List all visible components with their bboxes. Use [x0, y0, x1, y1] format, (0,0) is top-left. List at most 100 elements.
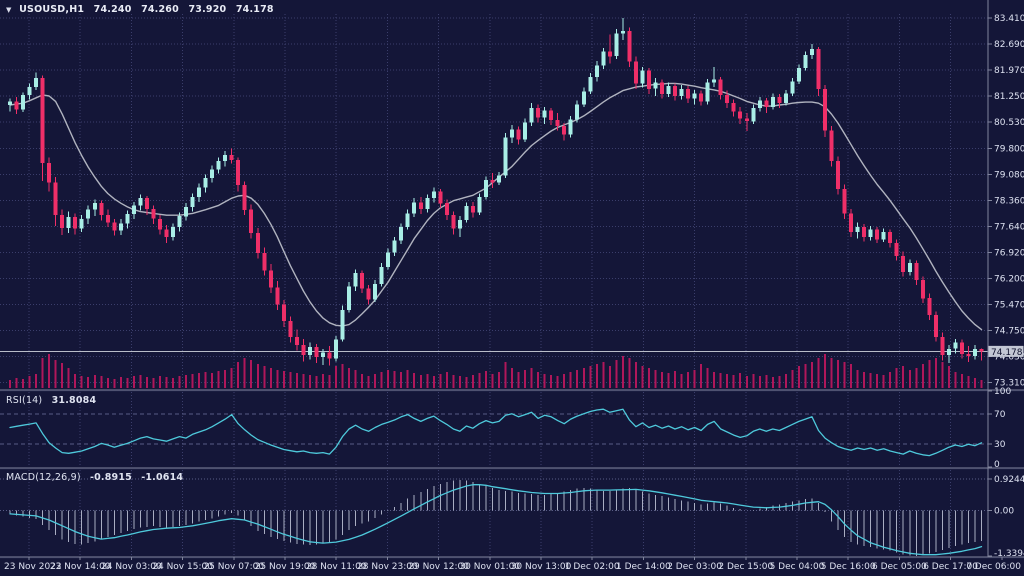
svg-text:80.530: 80.530 [994, 118, 1024, 128]
candlestick [457, 219, 462, 229]
candlestick [881, 232, 886, 240]
candlestick [66, 217, 71, 228]
candlestick [184, 206, 188, 217]
candlestick [92, 203, 97, 210]
candlestick [8, 101, 12, 105]
candlestick [477, 197, 482, 213]
candlestick [640, 70, 645, 84]
candlestick [718, 79, 723, 95]
svg-text:30: 30 [994, 440, 1006, 450]
svg-text:24 Nov 15:00: 24 Nov 15:00 [152, 562, 213, 572]
svg-text:29 Nov 12:00: 29 Nov 12:00 [408, 562, 469, 572]
candlestick [731, 103, 736, 112]
svg-text:5 Dec 16:00: 5 Dec 16:00 [821, 562, 876, 572]
ohlc-high: 74.260 [141, 4, 179, 15]
moving-average-line [9, 82, 983, 331]
candlestick [425, 198, 430, 209]
svg-text:74.750: 74.750 [994, 327, 1024, 337]
candles-layer[interactable] [8, 18, 984, 366]
candlestick [894, 243, 899, 256]
candlestick [888, 232, 893, 243]
svg-text:1 Dec 02:00: 1 Dec 02:00 [565, 562, 620, 572]
candlestick [281, 304, 286, 321]
candlestick [164, 229, 169, 237]
candlestick [131, 205, 136, 215]
macd-name: MACD(12,26,9) [6, 472, 81, 483]
macd-panel[interactable] [0, 478, 988, 557]
candlestick [144, 198, 149, 209]
svg-text:0.9244: 0.9244 [994, 475, 1024, 485]
candlestick [125, 214, 130, 224]
candlestick [796, 68, 801, 82]
candlestick [855, 227, 860, 233]
candlestick [438, 191, 443, 204]
candlestick [412, 202, 417, 214]
svg-text:2 Dec 15:00: 2 Dec 15:00 [718, 562, 773, 572]
candlestick [288, 321, 293, 337]
candlestick [901, 256, 906, 272]
candlestick [699, 93, 704, 102]
candlestick [79, 218, 84, 229]
candlestick [216, 161, 221, 170]
macd-main-value: -0.8915 [89, 472, 132, 483]
candlestick [510, 129, 514, 138]
macd-signal-value: -1.0614 [141, 472, 184, 483]
candlestick [516, 129, 521, 140]
candlestick [653, 82, 658, 89]
candlestick [933, 315, 938, 337]
candlestick [360, 272, 365, 289]
symbol-dropdown-arrow-icon[interactable]: ▼ [6, 6, 12, 14]
candlestick [334, 339, 338, 359]
candlestick [431, 191, 436, 199]
candlestick [14, 101, 19, 110]
svg-text:70: 70 [994, 410, 1006, 420]
candlestick [647, 70, 651, 89]
candlestick [490, 180, 495, 183]
candlestick [21, 94, 25, 110]
candlestick [686, 88, 691, 99]
svg-text:73.310: 73.310 [994, 379, 1024, 389]
candlestick [823, 88, 827, 131]
svg-text:5 Dec 04:00: 5 Dec 04:00 [770, 562, 825, 572]
candlestick [262, 253, 267, 271]
rsi-value: 31.8084 [51, 395, 97, 406]
candlestick [692, 93, 697, 99]
candlestick [321, 352, 325, 358]
candlestick [307, 347, 312, 355]
candlestick [301, 345, 306, 355]
candlestick [470, 206, 475, 213]
candlestick [105, 215, 110, 223]
candlestick [862, 227, 867, 237]
candlestick [392, 240, 397, 253]
candlestick [542, 110, 547, 118]
candlestick [236, 159, 241, 186]
svg-text:2 Dec 03:00: 2 Dec 03:00 [667, 562, 722, 572]
svg-text:78.360: 78.360 [994, 196, 1024, 206]
svg-text:76.200: 76.200 [994, 274, 1024, 284]
candlestick [451, 215, 456, 229]
svg-text:25 Nov 07:00: 25 Nov 07:00 [203, 562, 264, 572]
candlestick [40, 77, 45, 163]
candlestick [379, 266, 384, 284]
candlestick [464, 206, 469, 220]
rsi-panel[interactable] [0, 408, 988, 457]
candlestick [53, 182, 58, 216]
svg-text:79.800: 79.800 [994, 144, 1024, 154]
svg-text:75.470: 75.470 [994, 301, 1024, 311]
candlestick [503, 137, 508, 176]
candlestick [562, 126, 567, 135]
candlestick [790, 81, 795, 94]
price-axis[interactable]: 83.410 82.690 81.970 81.250 80.530 79.800 79.0… [988, 14, 1024, 559]
candlestick [268, 270, 273, 288]
candlestick [210, 169, 215, 178]
candlestick [777, 97, 782, 104]
candlestick [751, 107, 756, 122]
candlestick [581, 91, 586, 105]
svg-text:28 Nov 23:00: 28 Nov 23:00 [357, 562, 418, 572]
svg-text:82.690: 82.690 [994, 40, 1024, 50]
svg-text:76.920: 76.920 [994, 248, 1024, 258]
